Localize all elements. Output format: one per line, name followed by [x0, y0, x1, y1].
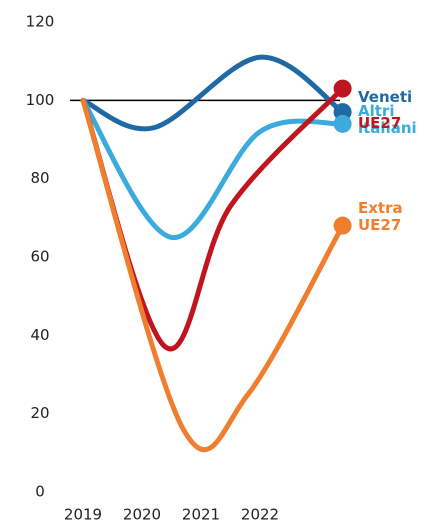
series-label: Veneti	[358, 88, 413, 106]
end-marker	[333, 79, 352, 98]
y-tick-label: 100	[26, 91, 55, 109]
end-marker	[333, 216, 352, 235]
series-label: UE27	[358, 114, 402, 132]
end-marker	[333, 114, 352, 133]
x-tick-label: 2022	[241, 506, 279, 522]
y-tick-label: 40	[30, 326, 49, 344]
y-tick-label: 0	[35, 483, 45, 501]
x-tick-label: 2020	[123, 506, 161, 522]
series-line	[80, 97, 346, 240]
series-line	[80, 86, 346, 352]
y-tick-label: 80	[30, 169, 49, 187]
y-tick-label: 20	[30, 404, 49, 422]
x-tick-label: 2021	[182, 506, 220, 522]
y-tick-label: 60	[30, 248, 49, 266]
series-line	[80, 54, 346, 132]
series-line	[80, 97, 346, 453]
series-label: Extra UE27	[358, 199, 403, 234]
y-tick-label: 120	[26, 13, 55, 31]
series-label: Altri italiani	[358, 102, 417, 137]
x-tick-label: 2019	[64, 506, 102, 522]
